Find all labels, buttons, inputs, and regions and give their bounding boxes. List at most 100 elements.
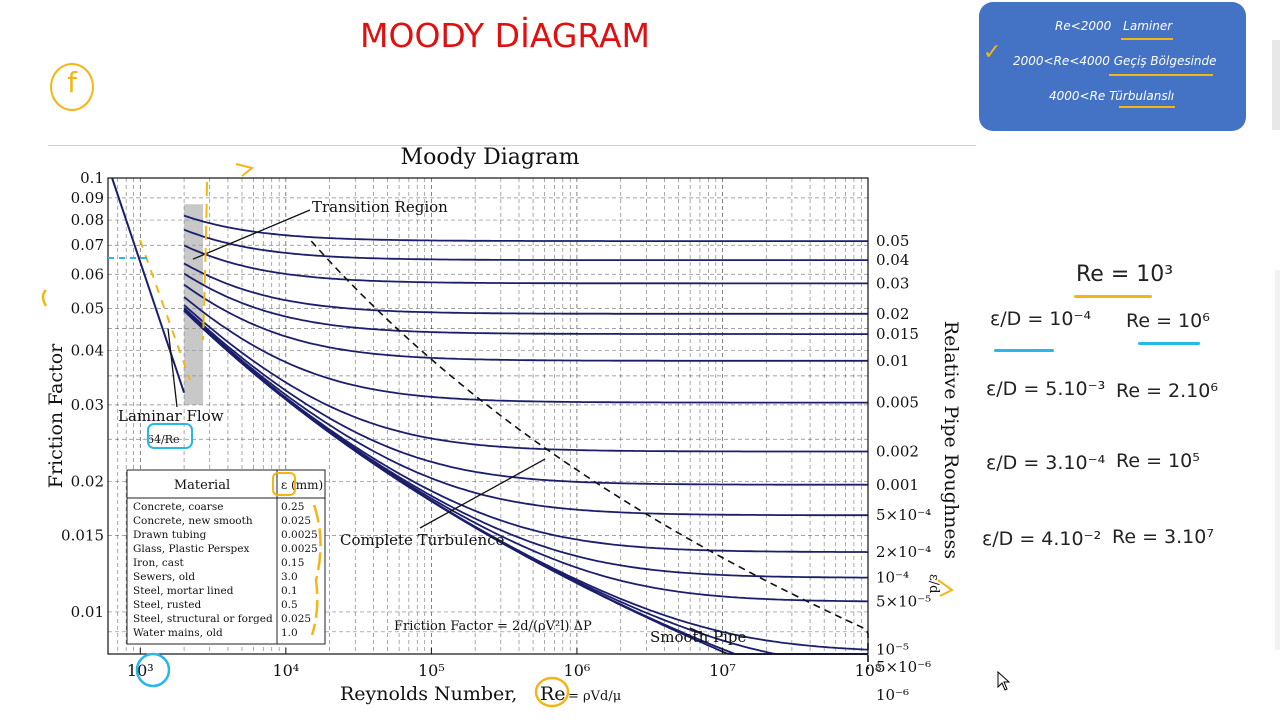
roughness-curve: [183, 296, 868, 404]
table-cell: Concrete, new smooth: [133, 515, 253, 527]
roughness-label: 10⁻⁴: [876, 569, 909, 587]
roughness-label: 5×10⁻⁶: [876, 658, 931, 676]
roughness-curve: [183, 308, 868, 517]
x-axis-label: Reynolds Number,: [340, 683, 517, 705]
marker-bracket-eps: [310, 504, 322, 636]
check-icon: ✓: [983, 40, 1002, 65]
roughness-label: 5×10⁻⁴: [876, 506, 931, 524]
right-axis-symbol: ε/d: [926, 574, 941, 593]
table-cell: 0.5: [281, 599, 298, 611]
table-cell: Steel, structural or forged: [133, 613, 273, 625]
table-cell: 0.25: [281, 501, 304, 513]
table-cell: Iron, cast: [133, 557, 184, 569]
table-cell: Water mains, old: [133, 627, 223, 639]
x-axis-formula: = ρVd/μ: [568, 689, 621, 704]
roughness-label: 5×10⁻⁵: [876, 592, 931, 610]
note-regime-label: Türbulanslı: [1109, 89, 1175, 103]
roughness-label: 2×10⁻⁴: [876, 543, 931, 561]
roughness-label: 0.005: [876, 394, 919, 412]
note-underline: [1109, 74, 1213, 76]
roughness-label: 0.015: [876, 325, 919, 343]
hw-rel-4: ε/D = 4.10⁻²: [982, 528, 1102, 550]
hw-rel-1: ε/D = 10⁻⁴: [990, 308, 1092, 330]
table-cell: 1.0: [281, 627, 298, 639]
table-cell: Glass, Plastic Perspex: [133, 543, 249, 555]
hw-re-1: Re = 10⁶: [1126, 310, 1210, 332]
roughness-curve: [183, 244, 868, 285]
chart-title: Moody Diagram: [401, 145, 580, 170]
friction-factor-formula: Friction Factor = 2d/(ρV²l) ΔP: [394, 619, 592, 634]
marker-circle-re: [135, 652, 171, 688]
y-tick-label: 0.015: [61, 527, 104, 545]
y-tick-label: 0.05: [71, 300, 104, 318]
laminar-formula: 64/Re: [147, 433, 180, 446]
table-cell: Drawn tubing: [133, 529, 207, 541]
hw-underline: [1138, 342, 1200, 345]
roughness-label: 0.02: [876, 305, 909, 323]
y-tick-label: 0.08: [71, 211, 104, 229]
transition-arrow: [192, 209, 311, 260]
roughness-label: 0.002: [876, 443, 919, 461]
note-condition: Re<2000: [1055, 19, 1112, 33]
hw-re-3: Re = 10⁵: [1116, 450, 1200, 472]
note-line-laminer: Re<2000 Laminer: [1055, 19, 1172, 33]
table-cell: 0.025: [281, 515, 311, 527]
hw-underline: [1074, 295, 1152, 298]
roughness-curve: [183, 283, 868, 362]
note-line-gecis: 2000<Re<4000 Geçiş Bölgesinde: [1013, 54, 1217, 68]
marker-tick: [235, 163, 255, 177]
roughness-label: 0.001: [876, 476, 919, 494]
right-axis-label: Relative Pipe Roughness: [940, 321, 962, 559]
y-tick-label: 0.03: [71, 396, 104, 414]
x-axis-symbol: Re: [540, 683, 566, 705]
table-frame: [126, 469, 326, 645]
hw-underline: [994, 349, 1054, 352]
roughness-label: 0.03: [876, 274, 909, 292]
roughness-label: 10⁻⁵: [876, 641, 909, 659]
marker-f-small: [41, 289, 48, 307]
table-cell: Concrete, coarse: [133, 501, 223, 513]
note-regime-label: Laminer: [1123, 19, 1173, 33]
y-tick-label: 0.1: [80, 169, 104, 187]
complete-turbulence-line: [310, 240, 869, 670]
curve-layer: [111, 177, 869, 670]
plot-frame: [107, 177, 869, 655]
note-condition: 2000<Re<4000: [1013, 54, 1110, 68]
roughness-curve: [183, 262, 868, 315]
laminar-label: Laminar Flow: [118, 407, 224, 425]
hw-rel-2: ε/D = 5.10⁻³: [986, 378, 1106, 400]
laminar-arrow: [167, 328, 178, 408]
laminar-line: [111, 177, 186, 394]
transition-label: Transition Region: [312, 198, 448, 216]
y-tick-label: 0.07: [71, 236, 104, 254]
roughness-label: 0.01: [876, 352, 909, 370]
roughness-curve: [183, 228, 868, 261]
marker-arrow-right: [937, 579, 954, 597]
note-underline: [1119, 106, 1175, 108]
marker-box-laminar: [147, 423, 193, 449]
header-divider: [48, 145, 976, 146]
f-annotation-circle: [50, 63, 94, 111]
note-regime-label: Geçiş Bölgesinde: [1113, 54, 1217, 68]
hw-title: Re = 10³: [1076, 262, 1174, 287]
table-cell: 0.15: [281, 557, 304, 569]
table-cell: Steel, mortar lined: [133, 585, 234, 597]
y-axis-label: Friction Factor: [45, 343, 67, 488]
roughness-curve: [183, 214, 868, 242]
roughness-label: 10⁻⁶: [876, 686, 909, 704]
roughness-curve: [183, 307, 869, 486]
right-edge-strip: [1272, 40, 1280, 130]
roughness-curve: [183, 304, 868, 453]
y-tick-label: 0.06: [71, 265, 104, 283]
table-cell: 3.0: [281, 571, 298, 583]
table-header: Material: [174, 478, 230, 493]
x-tick-label: 10⁴: [272, 661, 299, 680]
smooth-pipe-arrow: [689, 627, 709, 637]
roughness-label: 0.05: [876, 232, 909, 250]
flow-regime-note: Re<2000 Laminer ✓ 2000<Re<4000 Geçiş Böl…: [979, 2, 1246, 131]
note-underline: [1121, 38, 1173, 40]
roughness-label: 0.04: [876, 251, 909, 269]
table-cell: 0.0025: [281, 543, 318, 555]
right-edge-strip: [1275, 270, 1280, 650]
